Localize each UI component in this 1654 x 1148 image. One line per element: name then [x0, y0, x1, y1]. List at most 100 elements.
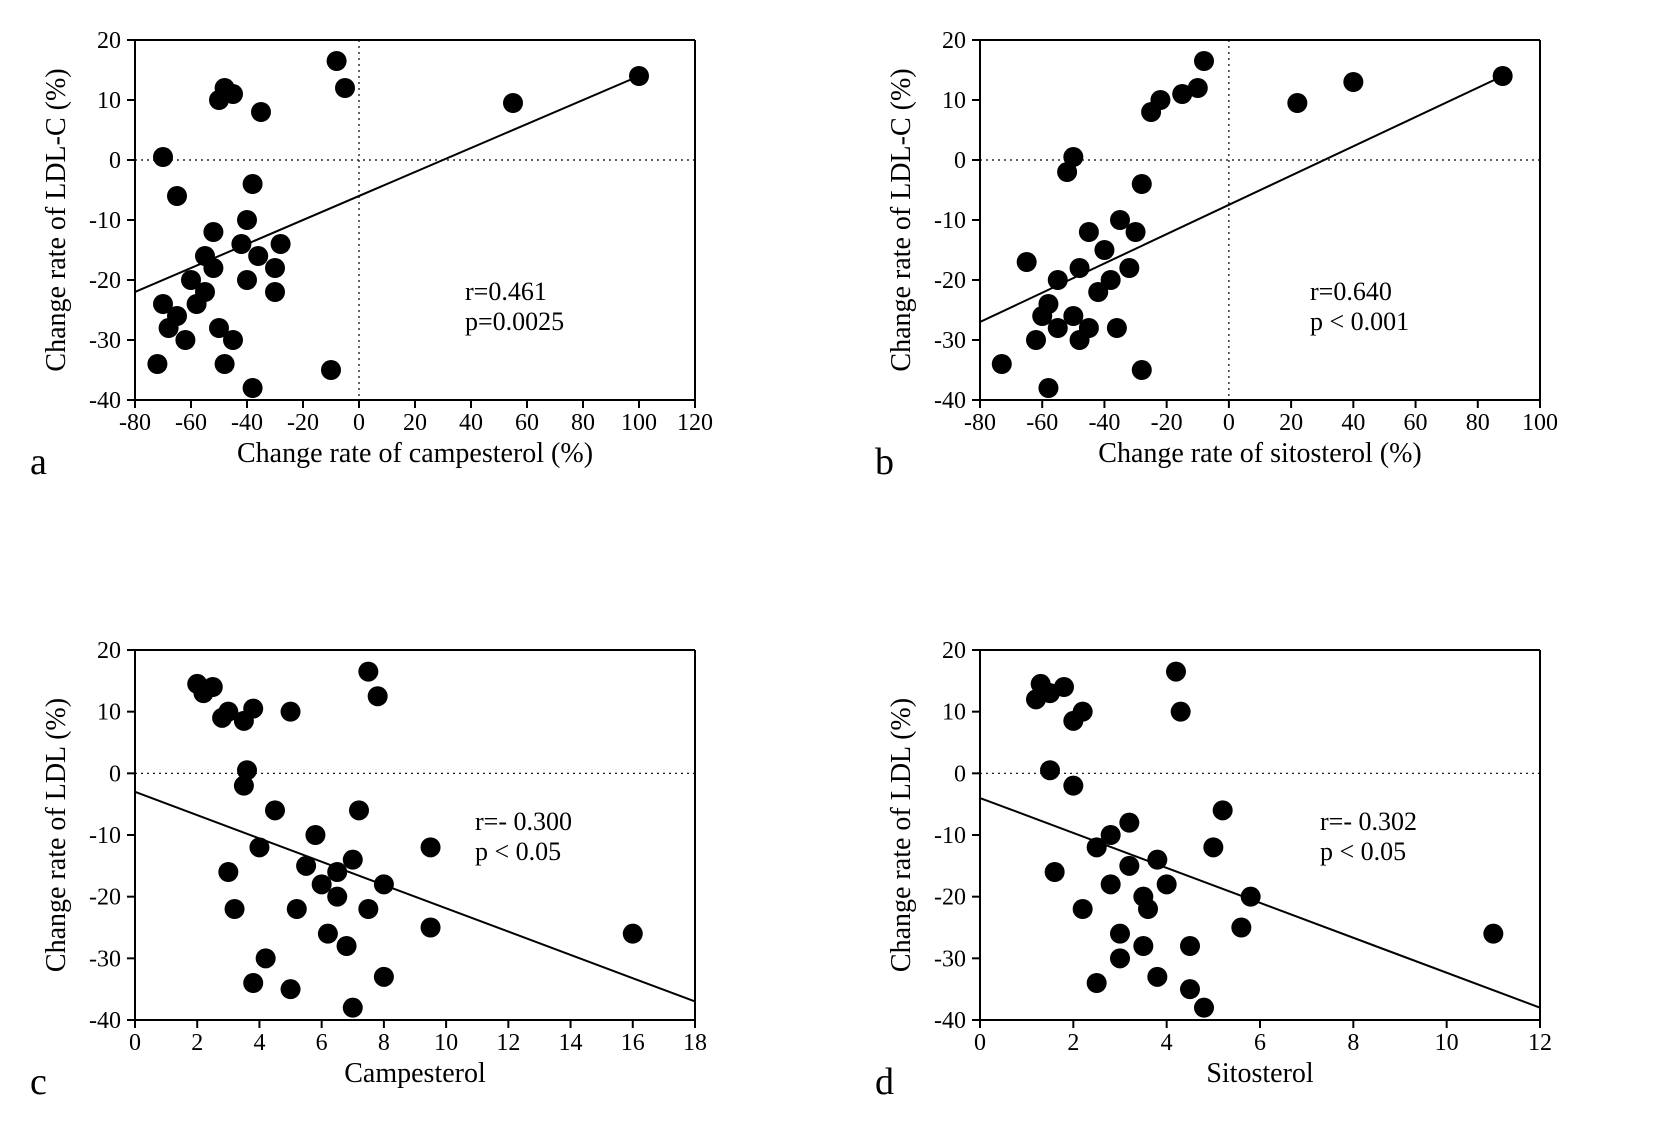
data-point — [1110, 924, 1130, 944]
data-point — [1166, 662, 1186, 682]
data-point — [167, 186, 187, 206]
stat-p: p < 0.001 — [1310, 307, 1409, 336]
data-point — [421, 837, 441, 857]
data-point — [203, 677, 223, 697]
data-point — [421, 918, 441, 938]
data-point — [992, 354, 1012, 374]
data-point — [1343, 72, 1363, 92]
svg-text:8: 8 — [378, 1030, 390, 1056]
svg-text:6: 6 — [316, 1030, 328, 1056]
panel-d: 024681012-40-30-20-1001020SitosterolChan… — [870, 630, 1590, 1100]
data-point — [251, 102, 271, 122]
svg-text:60: 60 — [1404, 410, 1428, 436]
stat-r: r=- 0.300 — [475, 807, 572, 836]
data-point — [167, 306, 187, 326]
data-point — [629, 66, 649, 86]
data-point — [287, 899, 307, 919]
data-point — [1194, 998, 1214, 1018]
data-point — [1101, 874, 1121, 894]
panel-label-b: b — [875, 440, 894, 484]
svg-text:10: 10 — [1435, 1030, 1459, 1056]
svg-text:-20: -20 — [287, 410, 319, 436]
data-point — [374, 967, 394, 987]
data-point — [335, 78, 355, 98]
y-axis-label: Change rate of LDL (%) — [886, 698, 917, 972]
svg-text:10: 10 — [434, 1030, 458, 1056]
data-point — [327, 862, 347, 882]
data-point — [223, 84, 243, 104]
scatter-plot-b: -80-60-40-20020406080100-40-30-20-100102… — [870, 20, 1590, 470]
svg-text:0: 0 — [109, 148, 121, 174]
data-point — [243, 378, 263, 398]
data-point — [1101, 825, 1121, 845]
panel-b: -80-60-40-20020406080100-40-30-20-100102… — [870, 20, 1590, 470]
svg-text:-20: -20 — [1151, 410, 1183, 436]
svg-text:20: 20 — [97, 28, 121, 54]
data-point — [312, 874, 332, 894]
data-point — [1119, 856, 1139, 876]
data-point — [243, 174, 263, 194]
panel-label-c: c — [30, 1060, 47, 1104]
data-point — [223, 330, 243, 350]
data-point — [225, 899, 245, 919]
data-point — [147, 354, 167, 374]
data-point — [1132, 174, 1152, 194]
data-point — [153, 147, 173, 167]
x-axis-label: Change rate of campesterol (%) — [237, 438, 593, 469]
scatter-plot-c: 024681012141618-40-30-20-1001020Campeste… — [25, 630, 745, 1100]
svg-text:20: 20 — [1279, 410, 1303, 436]
data-point — [327, 51, 347, 71]
svg-text:20: 20 — [942, 28, 966, 54]
data-point — [215, 354, 235, 374]
svg-text:0: 0 — [353, 410, 365, 436]
svg-text:0: 0 — [954, 148, 966, 174]
data-point — [1119, 258, 1139, 278]
data-point — [1231, 918, 1251, 938]
data-point — [231, 234, 251, 254]
svg-text:2: 2 — [191, 1030, 203, 1056]
svg-text:20: 20 — [942, 638, 966, 664]
svg-text:-40: -40 — [934, 1008, 966, 1034]
data-point — [1063, 776, 1083, 796]
data-point — [218, 862, 238, 882]
svg-text:14: 14 — [559, 1030, 583, 1056]
data-point — [623, 924, 643, 944]
svg-text:12: 12 — [1528, 1030, 1552, 1056]
stat-r: r=0.461 — [465, 277, 547, 306]
figure-grid: -80-60-40-20020406080100120-40-30-20-100… — [0, 0, 1654, 1148]
svg-text:0: 0 — [129, 1030, 141, 1056]
data-point — [1132, 360, 1152, 380]
svg-text:-10: -10 — [934, 823, 966, 849]
data-point — [203, 258, 223, 278]
data-point — [1087, 973, 1107, 993]
data-point — [1054, 677, 1074, 697]
svg-text:16: 16 — [621, 1030, 645, 1056]
data-point — [358, 899, 378, 919]
svg-text:0: 0 — [974, 1030, 986, 1056]
data-point — [503, 93, 523, 113]
svg-text:80: 80 — [571, 410, 595, 436]
data-point — [195, 282, 215, 302]
data-point — [265, 282, 285, 302]
data-point — [337, 936, 357, 956]
svg-text:-10: -10 — [89, 208, 121, 234]
scatter-plot-a: -80-60-40-20020406080100120-40-30-20-100… — [25, 20, 745, 470]
x-axis-label: Change rate of sitosterol (%) — [1098, 438, 1421, 469]
svg-text:-40: -40 — [934, 388, 966, 414]
svg-text:-40: -40 — [89, 388, 121, 414]
data-point — [327, 887, 347, 907]
svg-text:10: 10 — [97, 700, 121, 726]
svg-text:-60: -60 — [175, 410, 207, 436]
regression-line — [135, 792, 695, 1002]
data-point — [1483, 924, 1503, 944]
svg-text:10: 10 — [97, 88, 121, 114]
data-point — [248, 246, 268, 266]
data-point — [1126, 222, 1146, 242]
data-point — [1073, 702, 1093, 722]
svg-text:0: 0 — [1223, 410, 1235, 436]
svg-text:-10: -10 — [89, 823, 121, 849]
svg-text:10: 10 — [942, 88, 966, 114]
data-point — [1079, 318, 1099, 338]
data-point — [1017, 252, 1037, 272]
stat-r: r=- 0.302 — [1320, 807, 1417, 836]
